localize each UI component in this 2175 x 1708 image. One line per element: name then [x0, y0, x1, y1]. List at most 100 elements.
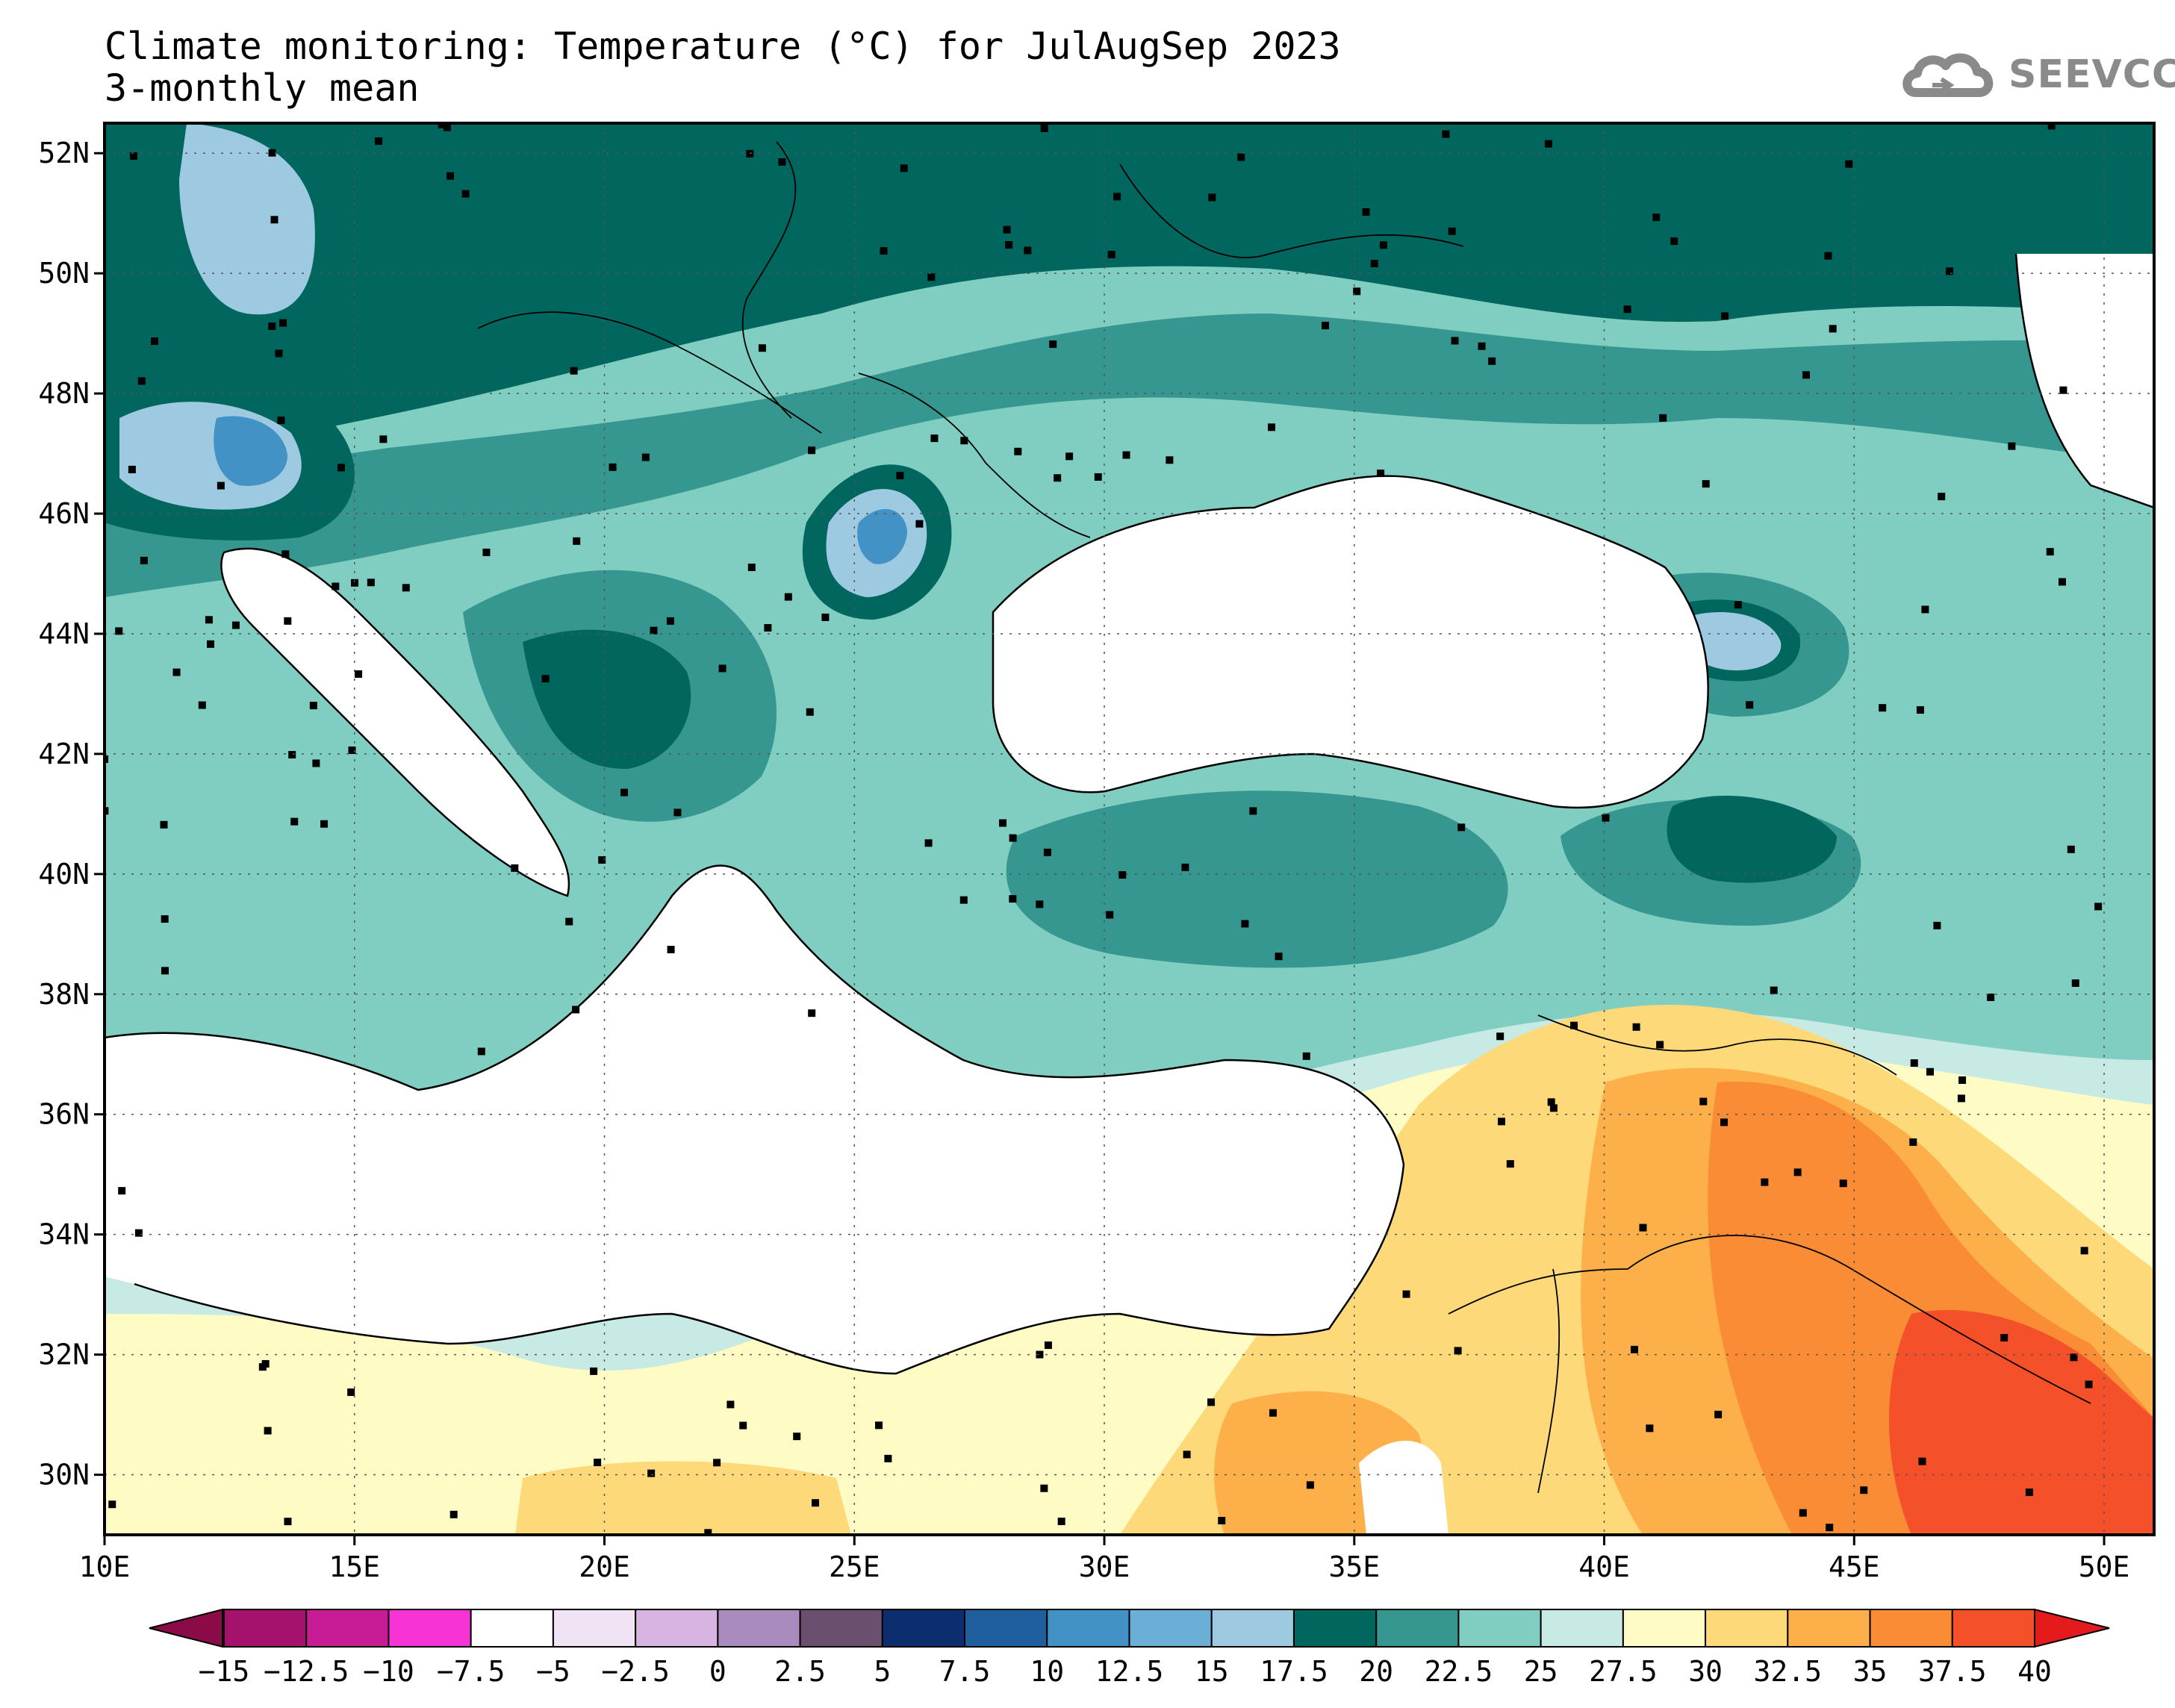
colorbar-label: 12.5 — [1095, 1655, 1164, 1688]
station-marker — [2058, 578, 2066, 586]
station-marker — [438, 123, 446, 128]
colorbar-segment — [717, 1609, 801, 1648]
station-marker — [137, 377, 146, 385]
colorbar-segment — [1869, 1609, 1953, 1648]
colorbar-segment — [305, 1609, 390, 1648]
station-marker — [718, 664, 726, 673]
black-sea — [993, 476, 1708, 808]
station-marker — [1630, 1345, 1638, 1353]
station-marker — [277, 417, 285, 425]
colorbar-min-arrow — [149, 1608, 223, 1648]
station-marker — [347, 1388, 355, 1396]
station-marker — [673, 808, 682, 817]
station-marker — [747, 564, 756, 572]
station-marker — [1268, 423, 1276, 431]
colorbar-label: −7.5 — [437, 1655, 505, 1688]
station-marker — [2070, 1353, 2078, 1362]
lat-tick-label: 36N — [38, 1098, 90, 1131]
lat-tick-label: 32N — [38, 1338, 90, 1371]
station-marker — [284, 617, 292, 625]
station-marker — [1009, 834, 1017, 842]
station-marker — [1166, 456, 1174, 464]
border-line — [858, 373, 1091, 538]
station-marker — [927, 273, 936, 281]
station-marker — [713, 1459, 721, 1467]
station-marker — [1478, 342, 1486, 350]
station-marker — [1181, 863, 1189, 871]
station-marker — [1544, 140, 1552, 148]
station-marker — [1623, 305, 1631, 314]
colorbar-label: −2.5 — [601, 1655, 670, 1688]
station-marker — [198, 701, 206, 709]
station-marker — [367, 579, 375, 587]
adriatic-coast — [220, 547, 570, 897]
black-sea-coast — [992, 475, 1709, 809]
station-marker — [875, 1421, 883, 1430]
station-marker — [1003, 225, 1011, 234]
station-marker — [764, 624, 772, 632]
station-marker — [1497, 1118, 1505, 1126]
field-carpathian-10 — [857, 508, 907, 564]
station-marker — [443, 123, 451, 131]
station-marker — [1207, 1398, 1216, 1406]
station-marker — [284, 1518, 292, 1526]
lat-tick-label: 30N — [38, 1459, 90, 1492]
station-marker — [896, 472, 904, 480]
station-marker — [1054, 474, 1062, 482]
station-marker — [1043, 848, 1051, 856]
station-marker — [1321, 322, 1329, 330]
station-marker — [1377, 470, 1385, 478]
colorbar-label: −5 — [536, 1655, 570, 1688]
station-marker — [620, 788, 628, 797]
station-marker — [598, 855, 606, 864]
station-marker — [1208, 193, 1216, 202]
station-marker — [647, 1469, 656, 1477]
station-marker — [666, 617, 674, 625]
field-anatolia-22 — [1006, 791, 1508, 968]
station-marker — [1009, 895, 1017, 903]
colorbar-label: 37.5 — [1918, 1655, 1987, 1688]
station-marker — [1454, 1347, 1462, 1355]
station-marker — [758, 344, 766, 352]
colorbar-segment — [964, 1609, 1048, 1648]
station-marker — [1036, 900, 1044, 908]
field-north-22 — [105, 314, 2154, 597]
lat-tick-label: 40N — [38, 858, 90, 891]
mediterranean-coast — [105, 864, 1405, 1375]
field-libya-32 — [515, 1461, 851, 1535]
lat-tick-label: 52N — [38, 137, 90, 169]
station-marker — [1549, 1104, 1558, 1112]
station-marker — [884, 1454, 892, 1462]
colorbar-segment — [1457, 1609, 1542, 1648]
station-marker — [172, 668, 181, 676]
station-marker — [1699, 1097, 1708, 1106]
colorbar-label: 20 — [1359, 1655, 1393, 1688]
lat-tick-label: 34N — [38, 1218, 90, 1251]
colorbar-segment — [1951, 1609, 2035, 1648]
station-marker — [1714, 1410, 1723, 1418]
station-marker — [309, 702, 317, 710]
station-marker — [1113, 193, 1121, 201]
station-marker — [1442, 130, 1450, 138]
lon-tick-label: 20E — [579, 1550, 630, 1583]
station-marker — [2085, 1380, 2093, 1388]
lat-tick-label: 46N — [38, 497, 90, 530]
lon-tick-label: 25E — [829, 1550, 880, 1583]
colorbar-label: 27.5 — [1589, 1655, 1658, 1688]
colorbar-segment — [1705, 1609, 1789, 1648]
cloud-icon — [1902, 53, 1994, 97]
station-marker — [609, 463, 617, 471]
colorbar-segment — [388, 1609, 472, 1648]
border-line — [1448, 1268, 1628, 1494]
chart-subtitle: 3-monthly mean — [105, 66, 420, 110]
station-marker — [355, 670, 363, 678]
station-marker — [2071, 979, 2079, 987]
colorbar-label: 10 — [1030, 1655, 1064, 1688]
station-marker — [1570, 1021, 1578, 1029]
station-marker — [1005, 240, 1013, 249]
colorbar-segment — [635, 1609, 719, 1648]
station-marker — [2047, 123, 2056, 130]
station-marker — [268, 322, 276, 331]
station-marker — [128, 465, 136, 473]
station-marker — [1938, 493, 1946, 501]
